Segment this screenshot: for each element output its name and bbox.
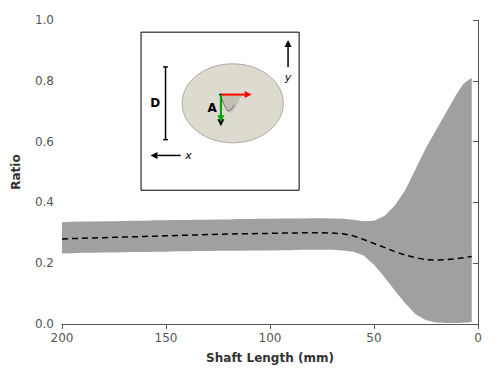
svg-text:x: x <box>184 149 192 162</box>
svg-text:200: 200 <box>51 331 74 345</box>
svg-text:0.0: 0.0 <box>35 317 54 331</box>
svg-text:50: 50 <box>366 331 381 345</box>
svg-text:1.0: 1.0 <box>35 13 54 27</box>
svg-text:150: 150 <box>155 331 178 345</box>
svg-text:Shaft Length (mm): Shaft Length (mm) <box>206 351 334 365</box>
svg-text:0.6: 0.6 <box>35 135 54 149</box>
svg-text:100: 100 <box>259 331 282 345</box>
svg-text:0: 0 <box>474 331 482 345</box>
svg-text:0.2: 0.2 <box>35 256 54 270</box>
svg-text:Ratio: Ratio <box>9 154 23 189</box>
svg-text:0.4: 0.4 <box>35 195 54 209</box>
svg-text:0.8: 0.8 <box>35 74 54 88</box>
svg-text:A: A <box>208 101 218 115</box>
svg-text:y: y <box>284 71 292 84</box>
svg-text:D: D <box>150 96 160 110</box>
